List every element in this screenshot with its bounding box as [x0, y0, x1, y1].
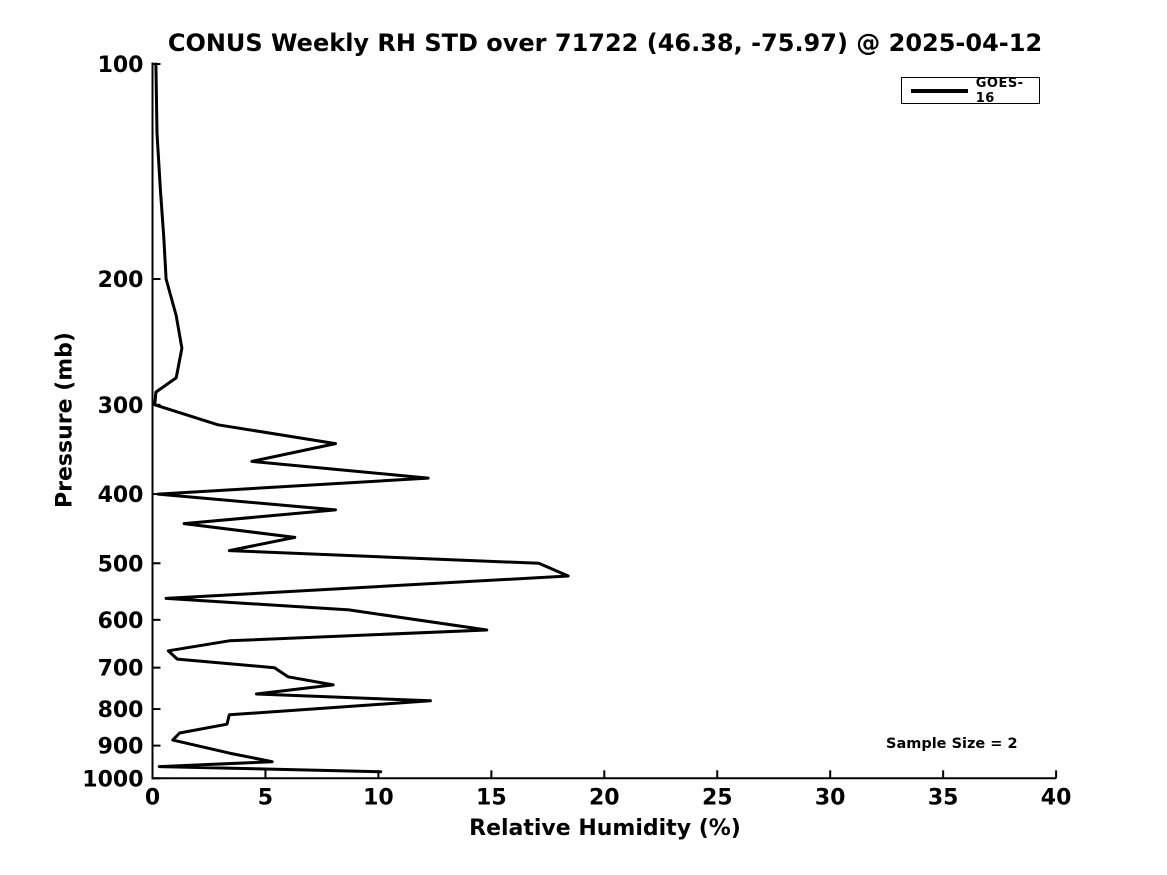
y-tick-label: 500: [98, 552, 144, 577]
x-tick-label: 15: [476, 785, 507, 810]
x-tick-label: 5: [258, 785, 273, 810]
y-tick-label: 100: [98, 53, 144, 78]
x-tick-label: 35: [928, 785, 959, 810]
y-tick-label: 200: [98, 268, 144, 293]
y-tick-label: 400: [98, 483, 144, 508]
y-tick-label: 1000: [82, 767, 143, 792]
sample-size-annotation: Sample Size = 2: [886, 736, 1018, 752]
x-tick-label: 0: [145, 785, 160, 810]
x-tick-label: 30: [815, 785, 846, 810]
y-axis-label: Pressure (mb): [52, 332, 78, 508]
legend: GOES-16: [901, 75, 1040, 106]
legend-line-sample-icon: [911, 88, 968, 93]
y-tick-label: 800: [98, 698, 144, 723]
x-tick-label: 10: [363, 785, 394, 810]
y-tick-label: 700: [98, 657, 144, 682]
y-tick-label: 600: [98, 609, 144, 634]
x-tick-label: 40: [1041, 785, 1072, 810]
y-tick-label: 300: [98, 394, 144, 419]
legend-label: GOES-16: [975, 75, 1024, 106]
y-tick-label: 900: [98, 735, 144, 760]
rh-std-profile-line: [153, 62, 570, 774]
x-tick-label: 25: [702, 785, 733, 810]
x-tick-label: 20: [589, 785, 620, 810]
chart-title: CONUS Weekly RH STD over 71722 (46.38, -…: [167, 29, 1043, 57]
x-axis-label: Relative Humidity (%): [469, 816, 741, 841]
